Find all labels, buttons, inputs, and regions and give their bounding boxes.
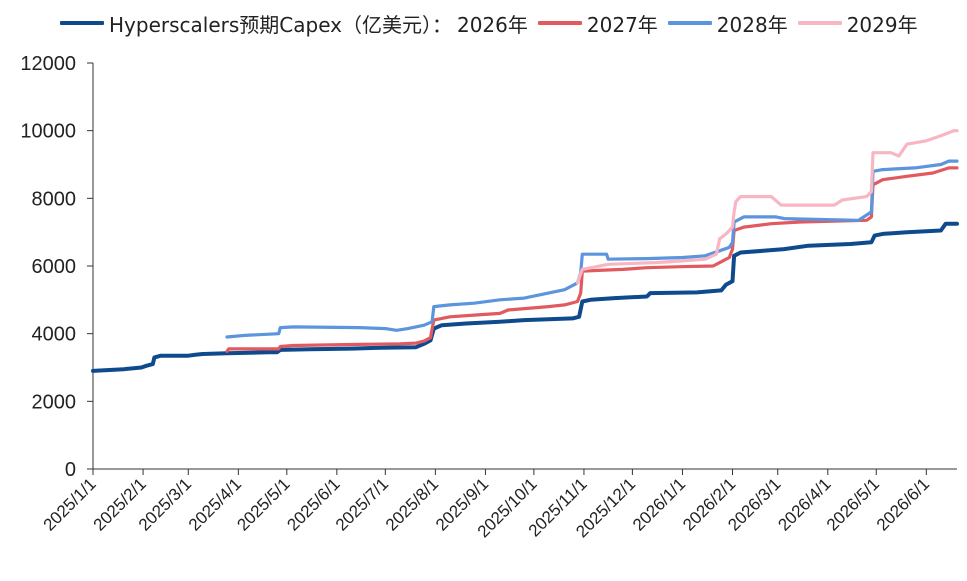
legend-label-2026: 2026年 — [456, 12, 528, 37]
legend-label-2028: 2028年 — [716, 12, 788, 37]
x-tick-label: 2025/1/1 — [40, 474, 100, 534]
series-line-2029 — [575, 129, 959, 285]
x-tick-label: 2025/7/1 — [332, 474, 392, 534]
series-line-2028 — [225, 159, 959, 339]
legend-item-2026: Hyperscalers预期Capex（亿美元）： 2026年 — [60, 9, 528, 38]
x-tick-label: 2025/5/1 — [233, 474, 293, 534]
axes — [87, 62, 957, 475]
legend-label-2029: 2029年 — [846, 12, 918, 37]
y-tick-label: 10000 — [20, 121, 76, 143]
x-tick-label: 2026/6/1 — [873, 474, 933, 534]
x-tick-label: 2025/4/1 — [185, 474, 245, 534]
legend-swatch-2029 — [797, 21, 842, 25]
legend-swatch-2026 — [60, 21, 104, 25]
y-tick-label: 0 — [65, 459, 76, 481]
legend-swatch-2027 — [537, 21, 582, 25]
y-tick-label: 6000 — [32, 256, 77, 278]
x-tick-label: 2026/4/1 — [774, 474, 834, 534]
legend-label-2027: 2027年 — [586, 12, 658, 37]
series-line-2026 — [91, 221, 959, 373]
legend-item-2028: 2028年 — [667, 9, 788, 38]
x-tick-label: 2025/6/1 — [283, 474, 343, 534]
series-line-2027 — [225, 166, 959, 353]
y-tick-label: 2000 — [32, 391, 77, 413]
y-tick-label: 4000 — [32, 324, 77, 346]
x-axis-tick-labels: 2025/1/12025/2/12025/3/12025/4/12025/5/1… — [40, 474, 934, 541]
x-tick-label: 2026/1/1 — [629, 474, 689, 534]
y-axis-tick-labels: 0 2000 4000 6000 8000 10000 12000 — [20, 53, 76, 481]
x-tick-label: 2025/8/1 — [382, 474, 442, 534]
series-lines — [91, 129, 959, 373]
y-tick-label: 8000 — [32, 188, 77, 210]
legend-swatch-2028 — [667, 21, 712, 25]
legend: Hyperscalers预期Capex（亿美元）： 2026年 2027年 20… — [60, 6, 967, 40]
y-tick-label: 12000 — [20, 53, 76, 75]
legend-item-2029: 2029年 — [797, 9, 918, 38]
x-tick-label: 2026/5/1 — [823, 474, 883, 534]
legend-item-2027: 2027年 — [537, 9, 658, 38]
legend-prefix-label: Hyperscalers预期Capex（亿美元）： — [109, 12, 452, 37]
